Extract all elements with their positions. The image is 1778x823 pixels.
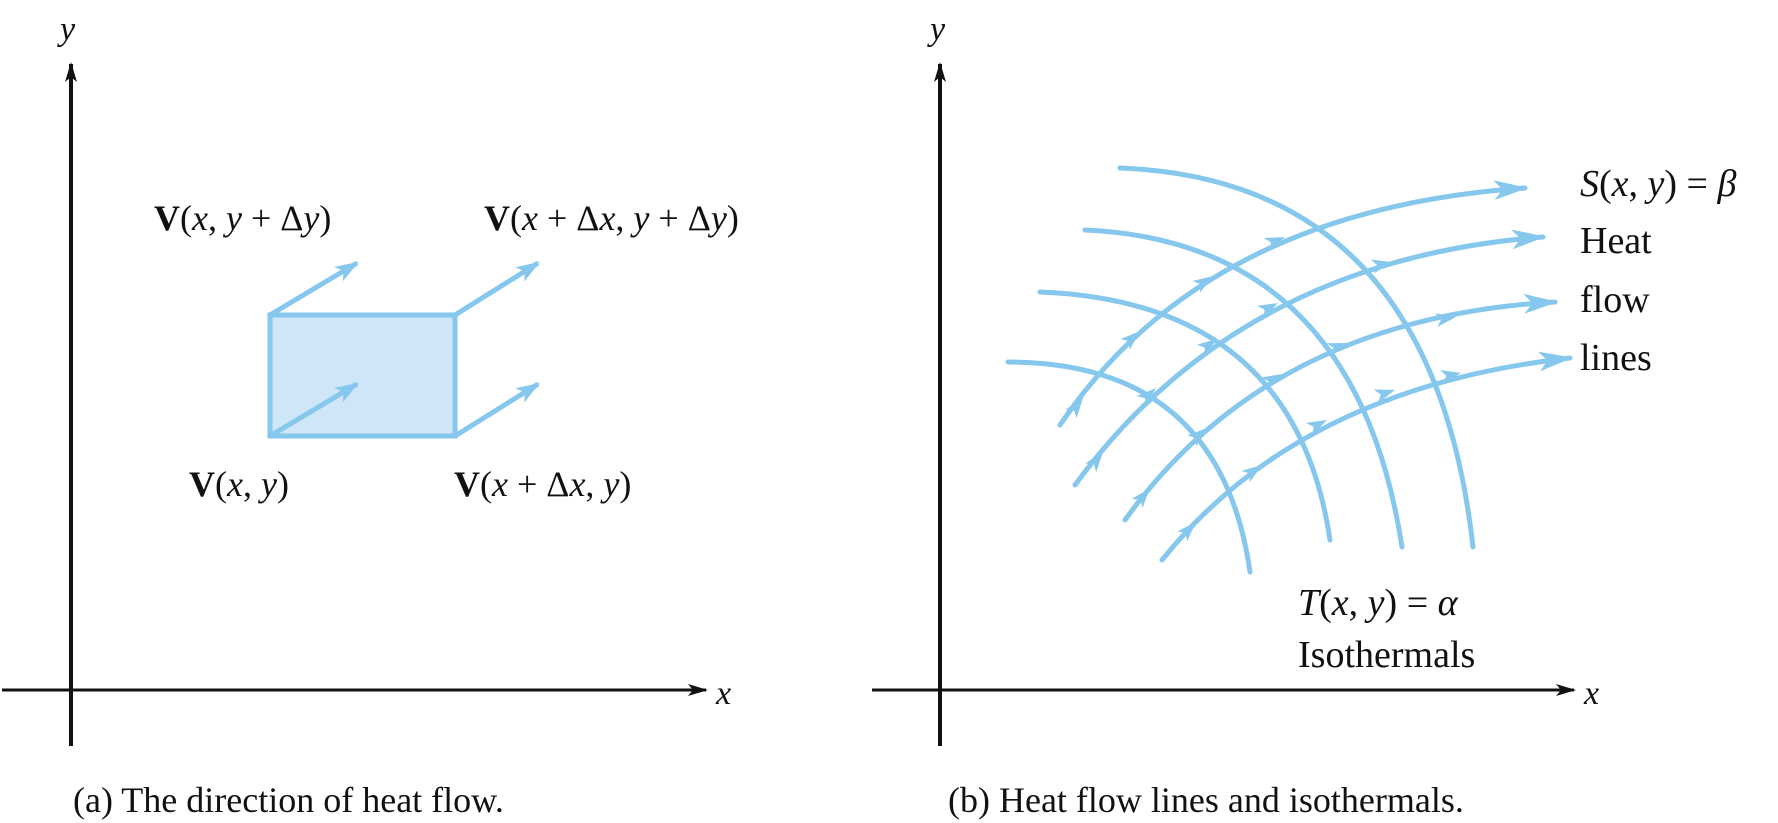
panel-b-x-axis-label: x [1583,675,1599,712]
isotherm-curve [1117,165,1476,550]
panel-a-x-axis-label: x [715,675,731,712]
flow-arrowhead [1435,313,1456,328]
flow-arrowhead [1136,388,1156,407]
isotherm-curves [1005,165,1476,575]
flow-arrowhead [1131,488,1150,508]
vector-label-bottom-left: V(x, y) [189,464,289,504]
isotherm-equation: T(x, y) = α [1298,582,1459,624]
panel-a-y-axis-label: y [57,11,76,48]
flow-arrowhead [1326,343,1348,357]
vector-arrow-bottom-left [268,381,360,439]
flow-arrowhead [1440,369,1461,384]
area-element-box [267,312,458,439]
flow-arrowhead [1306,420,1327,436]
flow-line-label-flow: flow [1580,279,1650,321]
flow-arrowhead [1196,339,1217,357]
vector-label-top-right: V(x + Δx, y + Δy) [484,198,739,238]
isotherm-curve [1037,289,1333,543]
panel-a: y x V(x, y + Δy) V(x + Δx, y + Δy) V(x, … [2,11,739,820]
flow-arrowhead [1187,428,1207,447]
panel-b-y-axis-label: y [927,11,946,48]
flow-arrowhead [1177,522,1196,542]
heat-flow-line [1072,229,1546,488]
flow-direction-arrowheads [1065,237,1461,542]
flow-arrowhead [1085,452,1103,473]
heat-flow-line [1057,180,1528,428]
flow-arrowhead [1373,389,1395,403]
flow-arrowhead [1263,237,1285,251]
isotherm-label: Isothermals [1298,634,1475,676]
vector-label-bottom-right: V(x + Δx, y) [454,464,631,504]
heat-flow-lines [1057,180,1573,563]
heat-flow-line [1159,351,1573,563]
flow-line-equation: S(x, y) = β [1580,163,1737,205]
vector-arrow-top-right [453,260,541,318]
flow-arrowhead [1065,398,1083,419]
flow-arrowhead [1370,259,1392,274]
panel-a-caption: (a) The direction of heat flow. [73,780,504,820]
heat-flow-line [1122,293,1558,523]
flow-line-label-heat: Heat [1580,220,1652,262]
flow-arrowhead [1192,276,1213,293]
flow-arrowhead [1257,303,1278,319]
isotherm-curve [1082,227,1405,550]
flow-arrowhead [1241,465,1262,483]
vector-label-top-left: V(x, y + Δy) [154,198,331,238]
flow-arrowhead [1120,331,1140,350]
vector-arrow-top-left [268,260,360,318]
flow-line-label-lines: lines [1580,337,1652,379]
isotherm-curve [1005,359,1253,575]
flow-arrowhead [1261,374,1282,390]
panel-b-caption: (b) Heat flow lines and isothermals. [948,780,1464,820]
panel-b: y x [872,11,1737,820]
vector-arrow-bottom-right [453,381,541,439]
